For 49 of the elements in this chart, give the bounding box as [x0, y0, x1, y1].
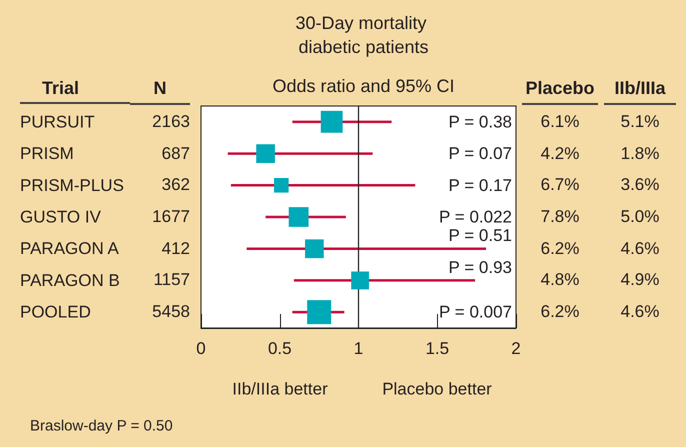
annotation: P = 0.022 — [439, 208, 512, 226]
y-axis-title: Trial — [42, 78, 80, 98]
y-tick-label: GUSTO IV — [20, 208, 102, 226]
y-tick-label: PURSUIT — [20, 112, 95, 132]
text: 5.1% — [620, 112, 660, 132]
text: 2163 — [151, 112, 190, 132]
text: 4.6% — [620, 302, 660, 322]
annotation: P = 0.38 — [448, 112, 512, 132]
chart-subtitle: Odds ratio and 95% CI — [272, 76, 455, 96]
text: 1157 — [152, 270, 190, 290]
text: 5.0% — [620, 207, 660, 227]
text: Placebo better — [382, 380, 492, 398]
text: Placebo — [522, 78, 598, 105]
text: Braslow-day P = 0.50 — [30, 418, 173, 434]
y-tick-label: PARAGON B — [20, 270, 120, 290]
annotation: P = 0.51 — [448, 226, 512, 246]
text: 687 — [160, 144, 190, 164]
text: 6.2% — [540, 238, 580, 259]
chart-title: 30-Day mortality diabetic patients — [295, 13, 432, 57]
text: 4.6% — [620, 238, 660, 259]
y-tick-label: PRISM — [20, 144, 74, 164]
text: 6.1% — [540, 112, 580, 132]
annotation: P = 0.93 — [448, 258, 512, 277]
y-tick-label: PRISM-PLUS — [20, 176, 124, 195]
text: 7.8% — [540, 207, 580, 227]
annotation: P = 0.07 — [448, 144, 512, 164]
text: 4.9% — [620, 270, 660, 290]
y-tick-label: POOLED — [20, 302, 91, 322]
y-tick-label: PARAGON A — [20, 239, 120, 258]
text: IIb/IIIa — [604, 78, 676, 105]
x-tick-label: 0 — [196, 339, 206, 358]
x-tick-label: 0.5 — [268, 339, 292, 358]
annotation: P = 0.007 — [439, 302, 512, 322]
text: 1677 — [151, 207, 190, 227]
text: 362 — [160, 175, 190, 196]
text: 3.6% — [620, 175, 660, 196]
x-tick-label: 1 — [354, 339, 364, 358]
text: 6.2% — [540, 302, 580, 322]
annotation: P = 0.17 — [448, 176, 512, 195]
text: IIb/IIIa better — [232, 380, 328, 398]
x-tick-label: 2 — [511, 339, 521, 358]
text: 5458 — [151, 302, 190, 322]
text: 4.8% — [540, 270, 580, 290]
text: N — [130, 78, 190, 105]
x-tick-label: 1.5 — [425, 339, 450, 358]
text: 1.8% — [620, 144, 660, 164]
text: 6.7% — [540, 175, 580, 196]
text: 412 — [160, 238, 190, 259]
text: 4.2% — [540, 144, 580, 164]
